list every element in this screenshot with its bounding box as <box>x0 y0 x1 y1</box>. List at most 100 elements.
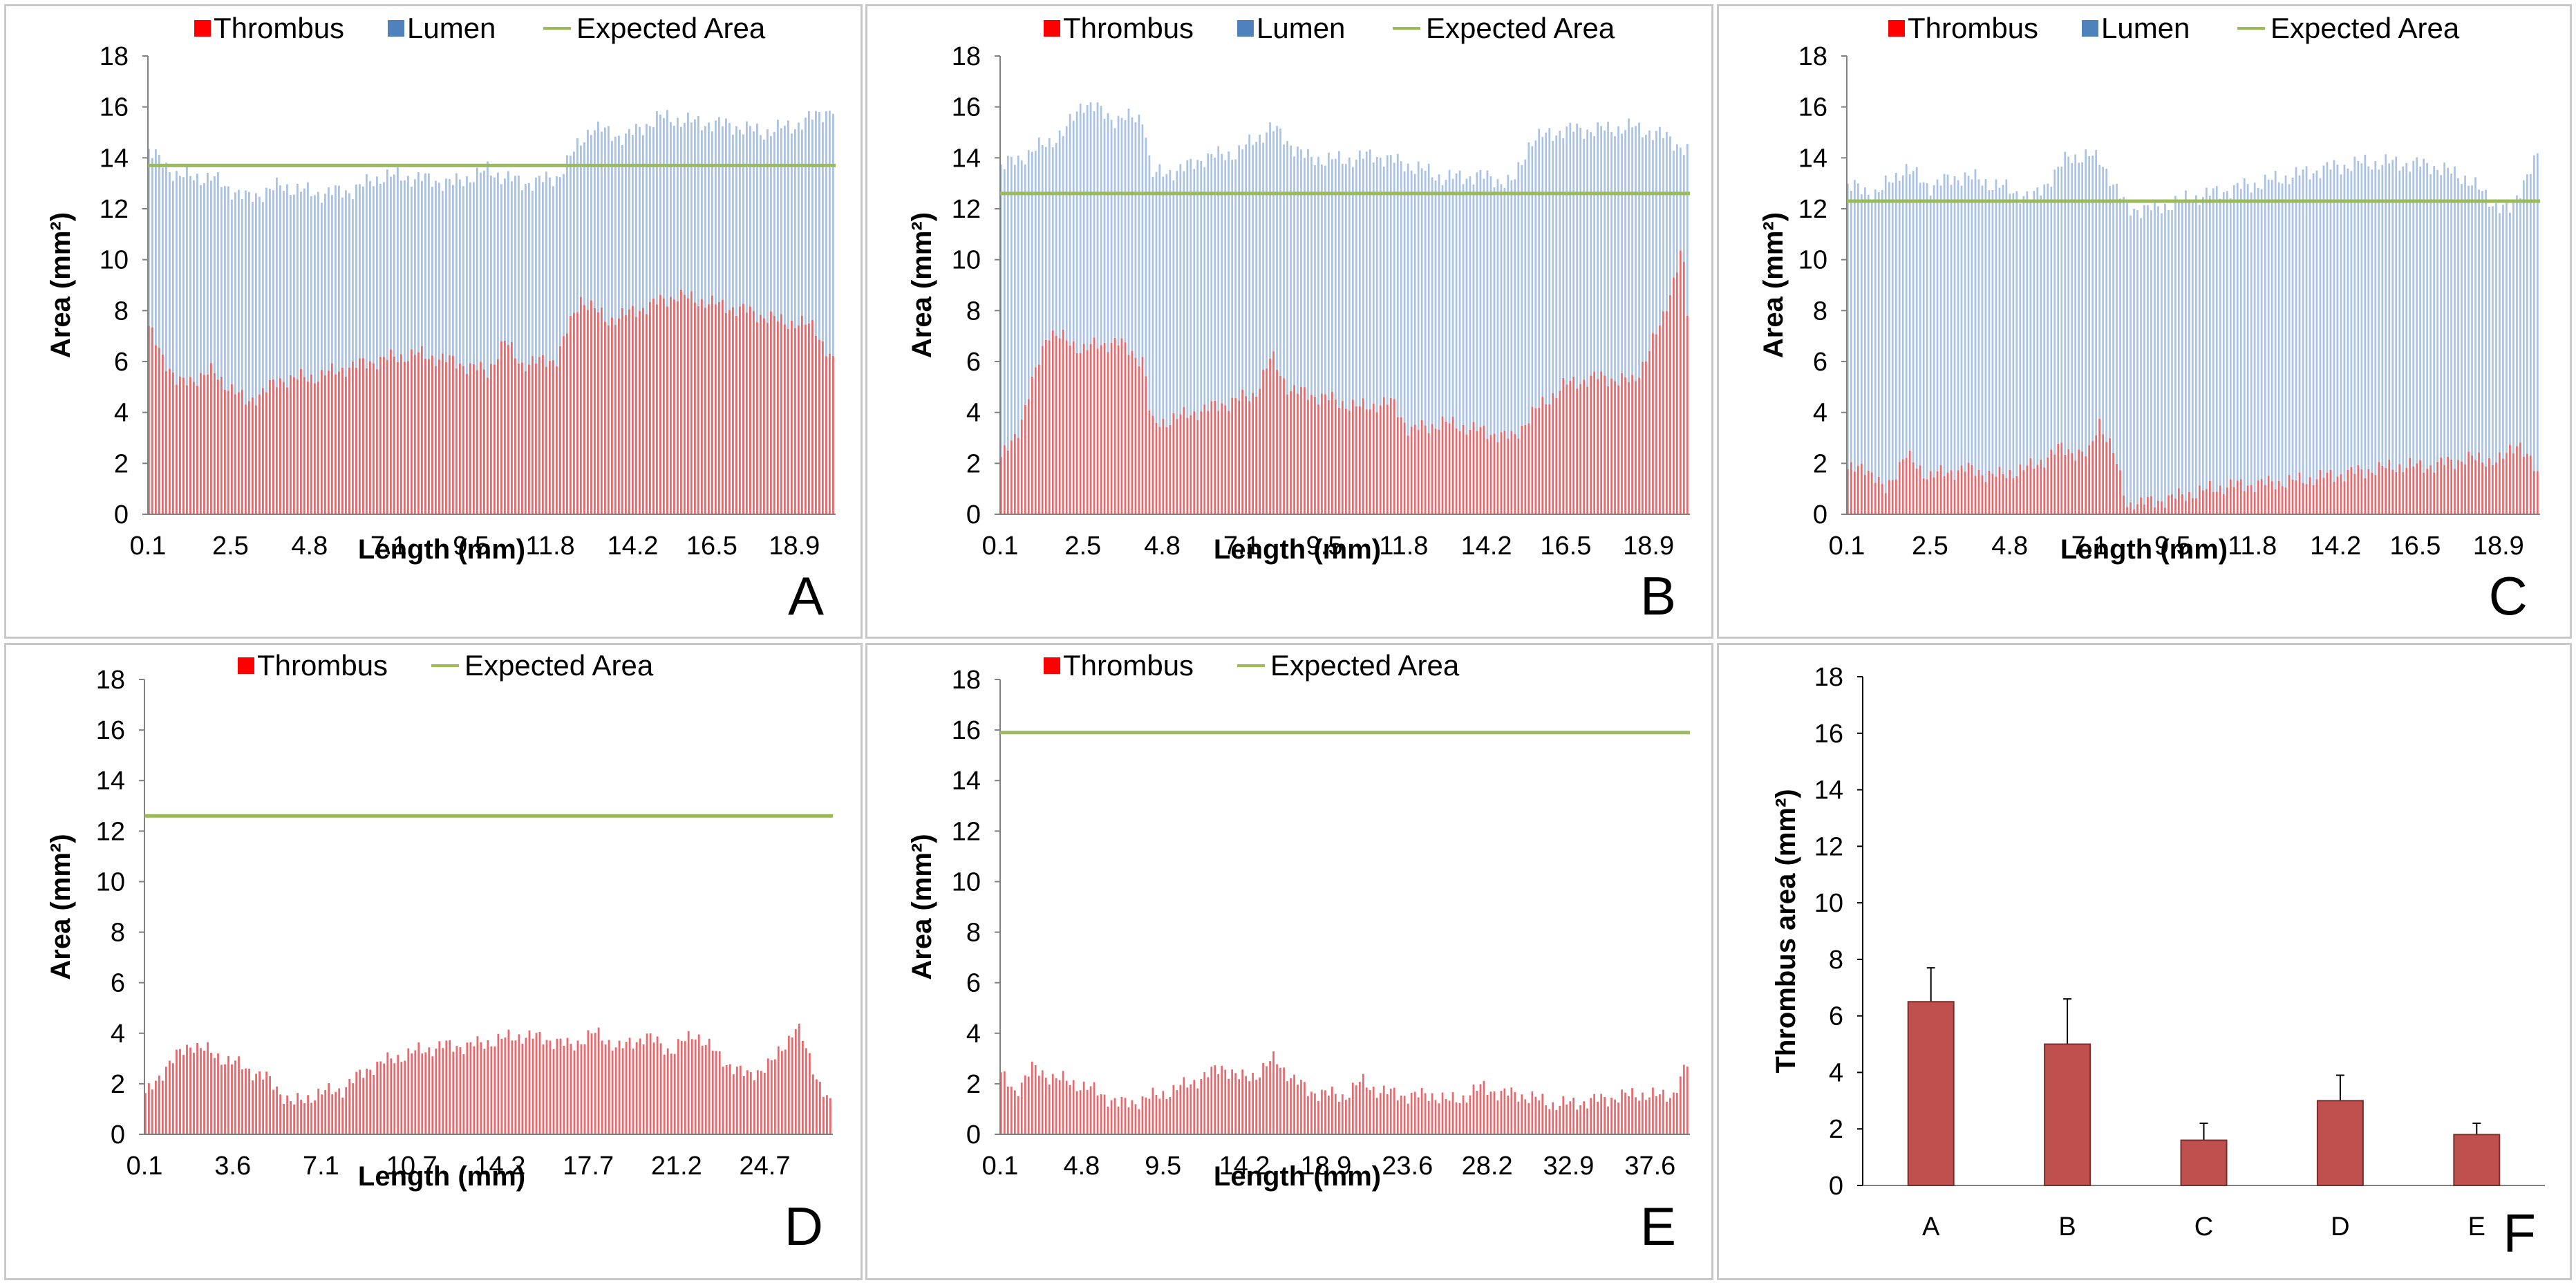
lumen-bar <box>1870 201 1873 473</box>
lumen-bar <box>1877 192 1880 477</box>
thrombus-bar <box>2164 507 2166 514</box>
thrombus-bar <box>1465 1103 1468 1134</box>
thrombus-bar <box>1113 337 1116 514</box>
lumen-bar <box>770 135 772 312</box>
thrombus-bar <box>2537 471 2539 514</box>
lumen-bar <box>528 182 530 365</box>
thrombus-bar <box>1988 471 1991 514</box>
thrombus-bar <box>369 1069 372 1134</box>
thrombus-bar <box>1255 396 1257 514</box>
thrombus-bar <box>1493 433 1496 514</box>
thrombus-bar <box>2098 418 2100 514</box>
thrombus-bar <box>2474 460 2476 514</box>
lumen-bar <box>2277 182 2280 481</box>
lumen-bar <box>1020 160 1023 420</box>
lumen-bar <box>158 154 160 348</box>
thrombus-bar <box>728 310 731 514</box>
lumen-bar <box>1058 130 1061 339</box>
lumen-bar <box>2347 168 2349 470</box>
thrombus-bar <box>1469 430 1472 514</box>
lumen-bar <box>742 134 744 304</box>
thrombus-bar <box>1445 1099 1447 1134</box>
lumen-bar <box>2105 169 2107 442</box>
thrombus-bar <box>473 1046 476 1134</box>
thrombus-bar <box>697 306 699 514</box>
thrombus-bar <box>438 1041 441 1134</box>
lumen-bar <box>1486 170 1489 439</box>
thrombus-bar <box>2243 491 2246 514</box>
lumen-bar <box>1138 114 1140 366</box>
lumen-bar <box>1427 163 1430 433</box>
thrombus-bar <box>1352 1082 1354 1134</box>
thrombus-bar <box>528 364 530 514</box>
lumen-bar <box>1905 164 1908 458</box>
lumen-bar <box>148 149 150 326</box>
lumen-bar <box>1680 147 1682 251</box>
thrombus-bar <box>628 1038 631 1134</box>
lumen-bar <box>2257 187 2259 481</box>
lumen-bar <box>2067 156 2070 449</box>
lumen-bar <box>521 190 523 363</box>
thrombus-bar <box>760 315 762 514</box>
thrombus-bar <box>1307 400 1309 514</box>
thrombus-bar <box>756 322 758 514</box>
lumen-bar <box>276 177 278 388</box>
lumen-bar <box>746 121 748 313</box>
thrombus-bar <box>1355 1085 1357 1134</box>
thrombus-bar <box>580 297 582 514</box>
thrombus-bar <box>1158 426 1161 514</box>
lumen-bar <box>704 126 706 308</box>
thrombus-bar <box>1248 401 1250 514</box>
lumen-bar <box>1631 127 1633 375</box>
lumen-bar <box>1010 156 1013 441</box>
lumen-bar <box>1310 156 1313 395</box>
thrombus-bar <box>2426 469 2428 514</box>
lumen-bar <box>2530 173 2532 456</box>
lumen-bar <box>386 169 388 360</box>
category-label: A <box>1922 1212 1940 1241</box>
thrombus-bar <box>787 1035 790 1134</box>
thrombus-bar <box>421 1053 424 1134</box>
lumen-bar <box>1379 158 1382 406</box>
thrombus-bar <box>497 359 499 514</box>
lumen-bar <box>2215 186 2218 492</box>
lumen-bar <box>1082 113 1085 344</box>
lumen-bar <box>2002 185 2004 474</box>
lumen-bar <box>777 120 779 321</box>
thrombus-bar <box>1393 399 1395 514</box>
lumen-bar <box>773 131 775 316</box>
lumen-bar <box>1881 189 1883 485</box>
lumen-bar <box>2405 162 2408 468</box>
thrombus-bar <box>1434 429 1437 514</box>
lumen-bar <box>1079 104 1082 353</box>
thrombus-bar <box>1100 1094 1102 1134</box>
thrombus-bar <box>825 356 827 514</box>
thrombus-bar <box>1338 1101 1340 1134</box>
thrombus-bar <box>739 306 741 514</box>
lumen-bar <box>1434 180 1437 429</box>
lumen-bar <box>2481 191 2483 462</box>
thrombus-bar <box>1400 1096 1402 1134</box>
thrombus-bar <box>462 1054 465 1134</box>
thrombus-bar <box>1597 379 1599 514</box>
lumen-bar <box>1221 153 1223 404</box>
thrombus-bar <box>1669 1098 1671 1134</box>
thrombus-bar <box>1117 345 1120 514</box>
lumen-bar <box>525 184 527 371</box>
thrombus-bar <box>1971 465 1973 514</box>
lumen-bar <box>324 194 326 376</box>
lumen-bar <box>390 176 392 350</box>
lumen-bar <box>2371 169 2373 473</box>
lumen-bar <box>2260 189 2263 479</box>
thrombus-bar <box>234 1060 236 1134</box>
thrombus-bar <box>2305 484 2308 514</box>
lumen-bar <box>2305 166 2308 485</box>
thrombus-bar <box>431 355 433 514</box>
lumen-bar <box>552 186 554 361</box>
thrombus-bar <box>455 1046 458 1134</box>
legend-label-expected: Expected Area <box>464 649 654 682</box>
lumen-bar <box>728 122 731 310</box>
thrombus-bar <box>1338 407 1340 514</box>
y-tick-label: 6 <box>1829 1002 1843 1031</box>
thrombus-bar <box>1041 1070 1044 1134</box>
